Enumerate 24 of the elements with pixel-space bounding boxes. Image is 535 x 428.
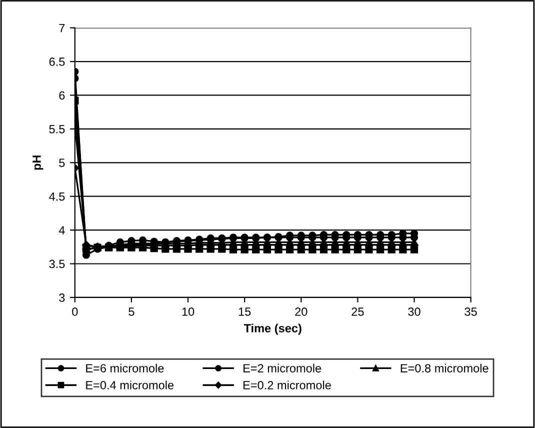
legend-label: E=0.8 micromole: [400, 364, 488, 372]
legend-label: E=2 micromole: [243, 364, 322, 372]
y-tick-label: 4.5: [49, 192, 65, 201]
y-tick-label: 3.5: [49, 260, 65, 268]
x-tick-label: 10: [182, 307, 194, 316]
legend-label: E=0.4 micromole: [86, 380, 174, 390]
x-tick-label: 25: [352, 307, 364, 316]
y-tick-label: 5: [59, 158, 65, 168]
y-tick-label: 7: [59, 24, 65, 32]
y-axis-title: pH: [32, 156, 44, 170]
x-tick-label: 5: [128, 308, 134, 316]
x-tick-label: 35: [464, 307, 477, 316]
legend-label: E=6 micromole: [86, 364, 164, 372]
y-tick-label: 5.5: [49, 125, 65, 134]
x-axis-title: Time (sec): [244, 324, 302, 335]
y-tick-label: 3: [59, 293, 65, 302]
y-tick-label: 6: [59, 91, 65, 100]
x-tick-label: 15: [238, 308, 251, 316]
legend-label: E=0.2 micromole: [243, 380, 331, 390]
y-tick-label: 4: [58, 226, 65, 234]
x-tick-label: 30: [408, 307, 420, 316]
y-tick-label: 6.5: [49, 58, 65, 66]
x-tick-label: 0: [72, 307, 78, 316]
x-tick-label: 20: [295, 307, 308, 316]
